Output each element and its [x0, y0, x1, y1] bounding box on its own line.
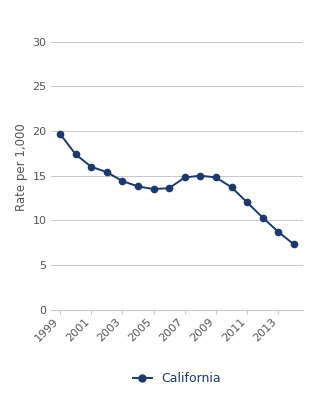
- Y-axis label: Rate per 1,000: Rate per 1,000: [15, 123, 28, 211]
- Legend: California: California: [128, 367, 226, 390]
